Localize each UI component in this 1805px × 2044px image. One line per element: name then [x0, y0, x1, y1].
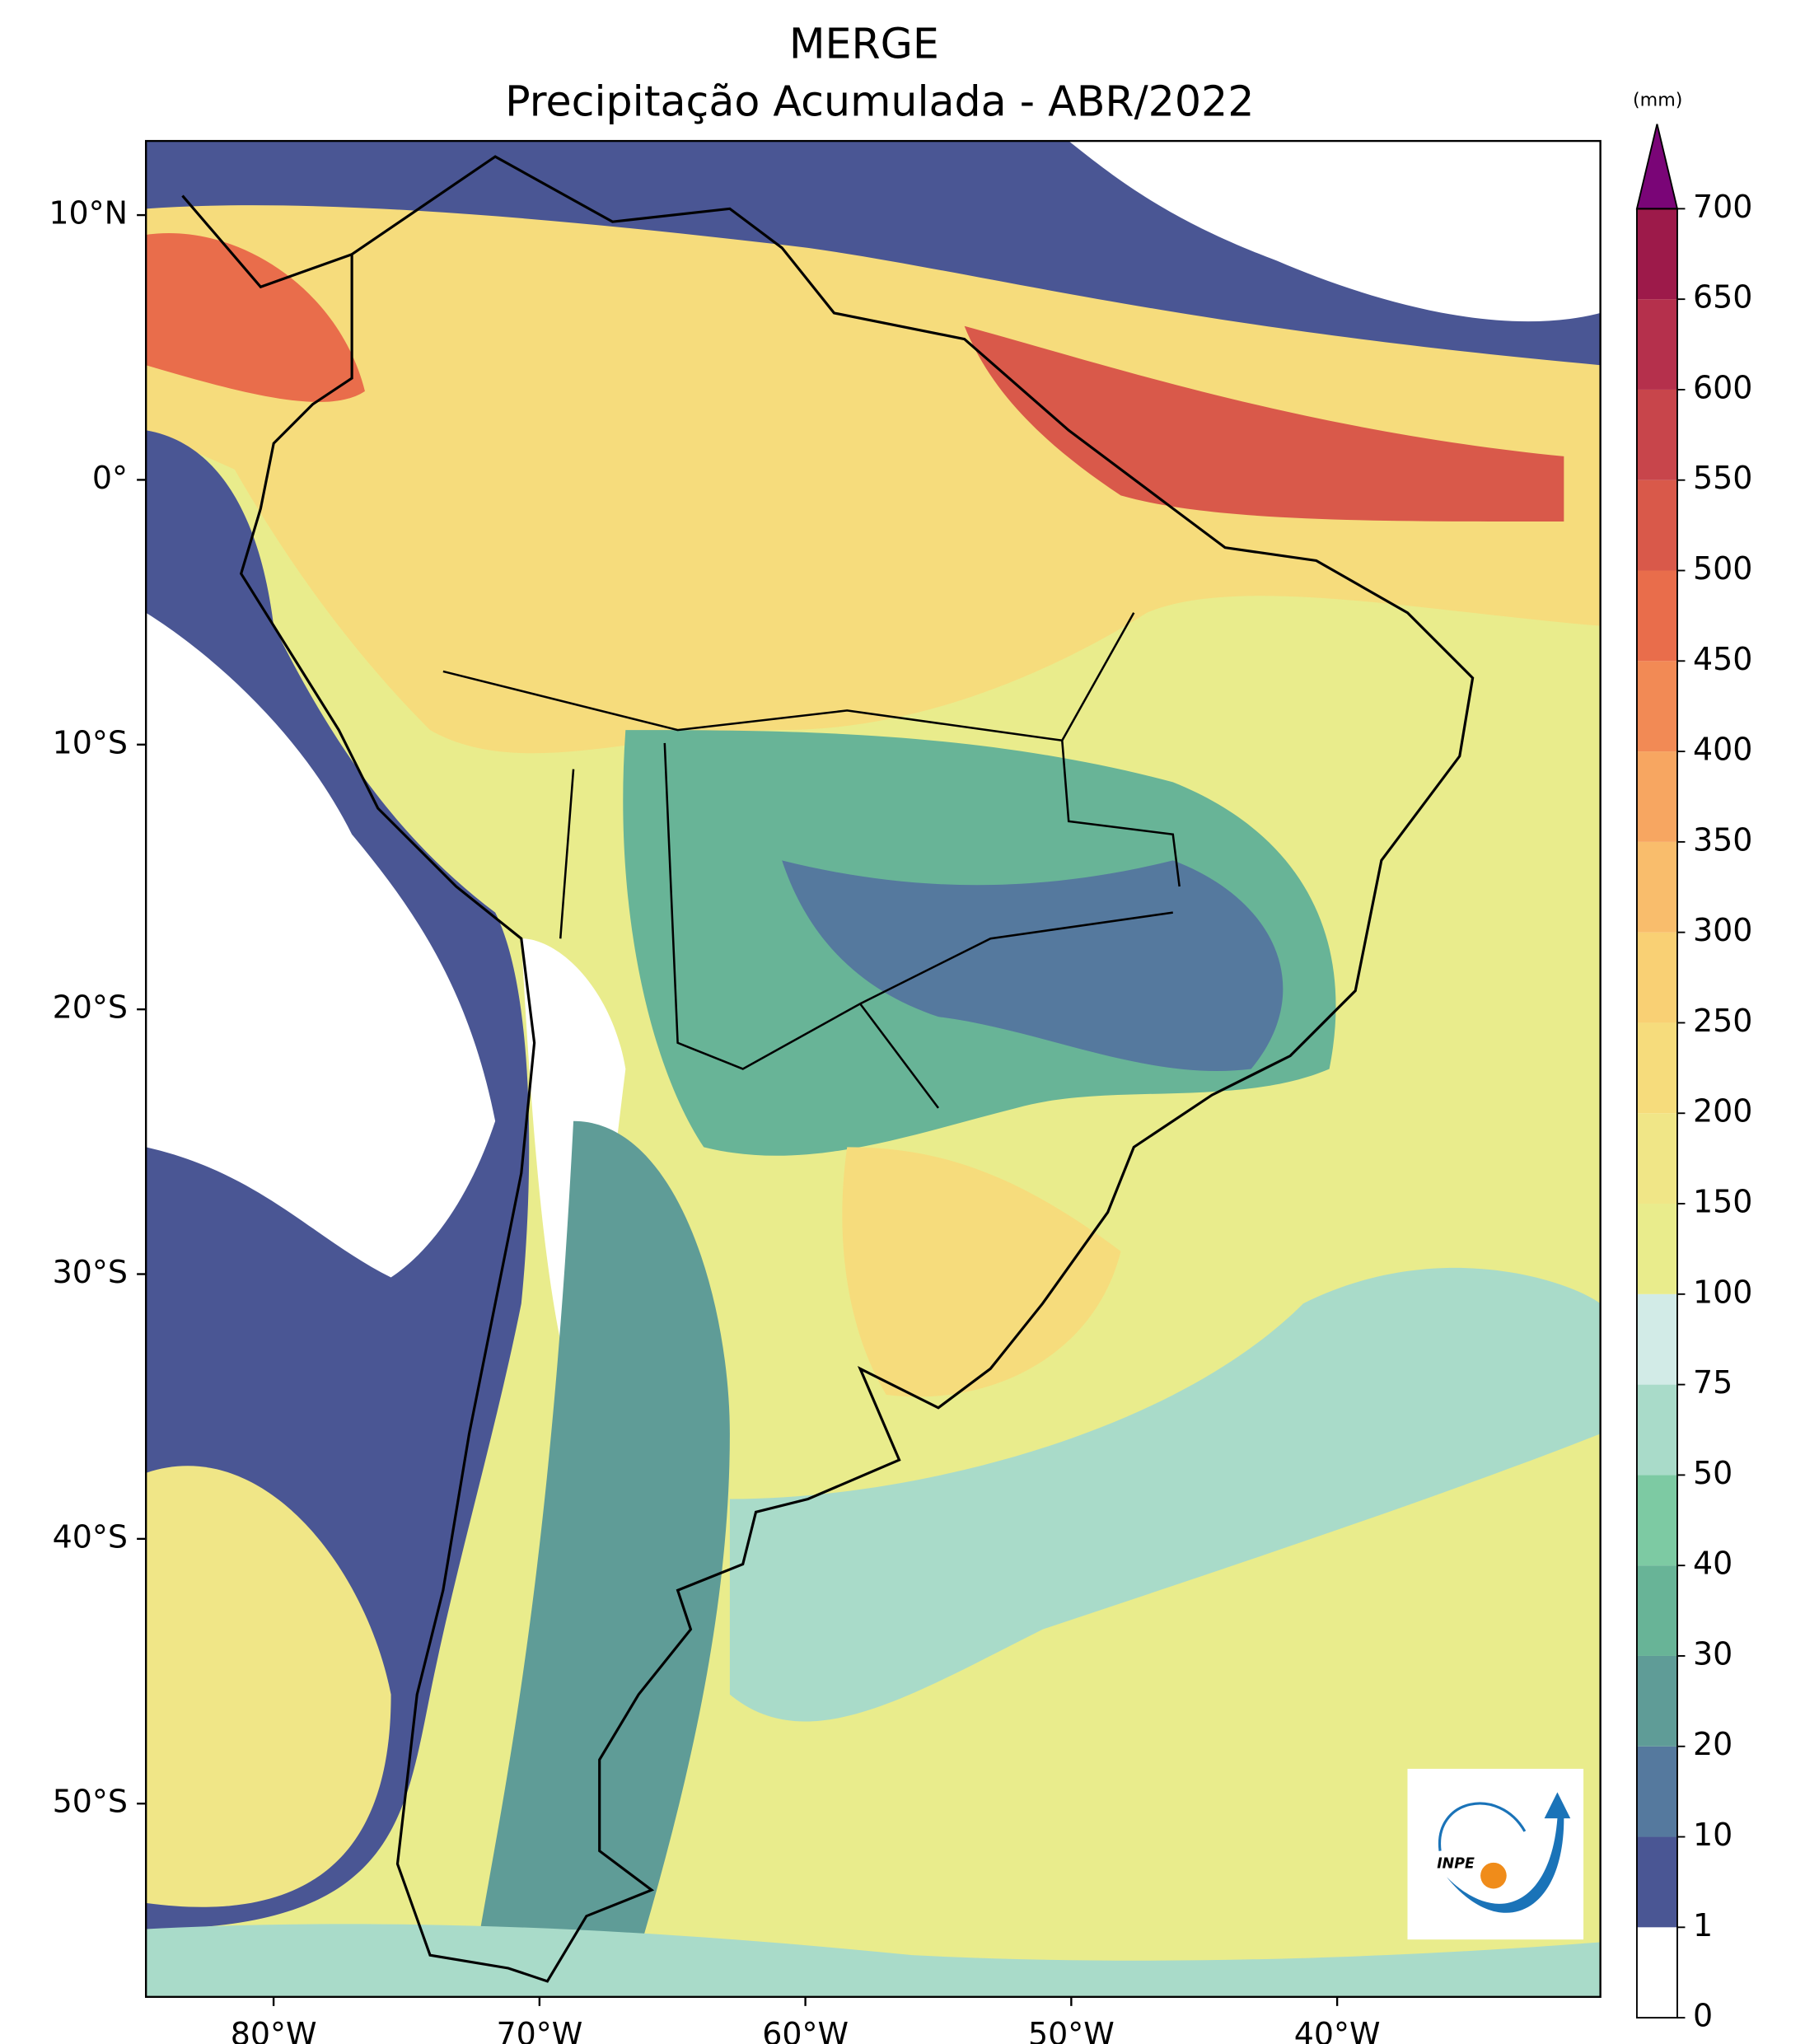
colorbar-segment [1636, 751, 1677, 842]
colorbar-tick-label: 400 [1693, 732, 1752, 768]
field-north-dry [1069, 141, 1601, 322]
field-south-edge [146, 1924, 1601, 1997]
y-tick-label: 30°S [53, 1254, 128, 1290]
logo-arrow [1446, 1792, 1571, 1913]
x-tick-label: 70°W [496, 2016, 582, 2044]
colorbar-segment [1636, 1113, 1677, 1204]
field-pacific-dry [146, 612, 496, 1278]
colorbar-segment [1636, 1022, 1677, 1114]
colorbar-tick-label: 10 [1693, 1817, 1733, 1853]
colorbar-tick-label: 600 [1693, 369, 1752, 405]
subtitle: Precipitação Acumulada - ABR/2022 [505, 77, 1254, 125]
colorbar-tick-label: 30 [1693, 1635, 1733, 1672]
logo-arc [1438, 1802, 1527, 1851]
colorbar-segment [1636, 1384, 1677, 1476]
colorbar-segment [1636, 932, 1677, 1023]
colorbar-segment [1636, 1475, 1677, 1566]
colorbar-segment [1636, 299, 1677, 390]
colorbar-segment [1636, 570, 1677, 662]
colorbar-label: (mm) [1633, 90, 1682, 111]
field-south-atlantic [729, 1267, 1601, 1722]
colorbar-tick-label: 700 [1693, 189, 1752, 225]
colorbar-tick-label: 350 [1693, 821, 1752, 858]
colorbar-tick-label: 150 [1693, 1184, 1752, 1220]
x-tick-label: 80°W [231, 2016, 317, 2044]
colorbar-segment [1636, 1293, 1677, 1385]
colorbar-tick-label: 550 [1693, 460, 1752, 496]
field-rs [842, 1147, 1121, 1397]
colorbar-tick-label: 450 [1693, 641, 1752, 677]
field-cerrado [782, 860, 1284, 1071]
colorbar-tick-label: 20 [1693, 1726, 1733, 1762]
colorbar-tick-label: 40 [1693, 1546, 1733, 1582]
field-colombia [146, 232, 365, 402]
colorbar-segment [1636, 1927, 1677, 2018]
colorbar-tick-label: 500 [1693, 550, 1752, 587]
field-south-pacific [146, 1466, 391, 1907]
colorbar-tick-label: 50 [1693, 1455, 1733, 1491]
x-tick-label: 60°W [762, 2016, 849, 2044]
map-frame [144, 139, 1602, 1998]
borders [442, 612, 1181, 1109]
title: MERGE [789, 20, 939, 68]
colorbar-segment [1636, 1746, 1677, 1837]
colorbar-tick-label: 1 [1693, 1907, 1713, 1943]
colorbar-tick-label: 75 [1693, 1364, 1733, 1401]
field-andes [469, 1120, 730, 1997]
colorbar-segment [1636, 208, 1677, 300]
colorbar-segment [1636, 389, 1677, 480]
y-tick-label: 40°S [53, 1518, 128, 1555]
colorbar-tick-label: 200 [1693, 1093, 1752, 1130]
logo-dot [1480, 1862, 1507, 1889]
colorbar-segment [1636, 1836, 1677, 1928]
colorbar-tick-label: 650 [1693, 279, 1752, 316]
y-tick-label: 0° [92, 460, 128, 496]
y-tick-label: 10°S [53, 724, 128, 760]
colorbar-tick-label: 300 [1693, 912, 1752, 948]
colorbar-segment [1636, 1204, 1677, 1294]
logo-text: INPE [1437, 1855, 1475, 1872]
colorbar-segment [1636, 1655, 1677, 1747]
x-tick-label: 50°W [1028, 2016, 1115, 2044]
y-tick-label: 20°S [53, 989, 128, 1026]
colorbar-tick-label: 250 [1693, 1003, 1752, 1039]
precip-field: INPE [146, 141, 1601, 1997]
central-america [181, 194, 353, 289]
colorbar-segment [1636, 661, 1677, 752]
y-tick-label: 10°N [49, 195, 128, 232]
colorbar-tick-label: 0 [1693, 1998, 1713, 2034]
colorbar-segment [1636, 479, 1677, 571]
y-tick-label: 50°S [53, 1784, 128, 1820]
colorbar-extend [1635, 124, 1679, 210]
colorbar-segment [1636, 1565, 1677, 1656]
colorbar-tick-label: 100 [1693, 1274, 1752, 1310]
x-tick-label: 40°W [1294, 2016, 1381, 2044]
field-amazon [146, 205, 1601, 754]
colorbar-segment [1636, 841, 1677, 933]
coastline [239, 155, 1475, 1983]
field-itcz [964, 325, 1564, 522]
